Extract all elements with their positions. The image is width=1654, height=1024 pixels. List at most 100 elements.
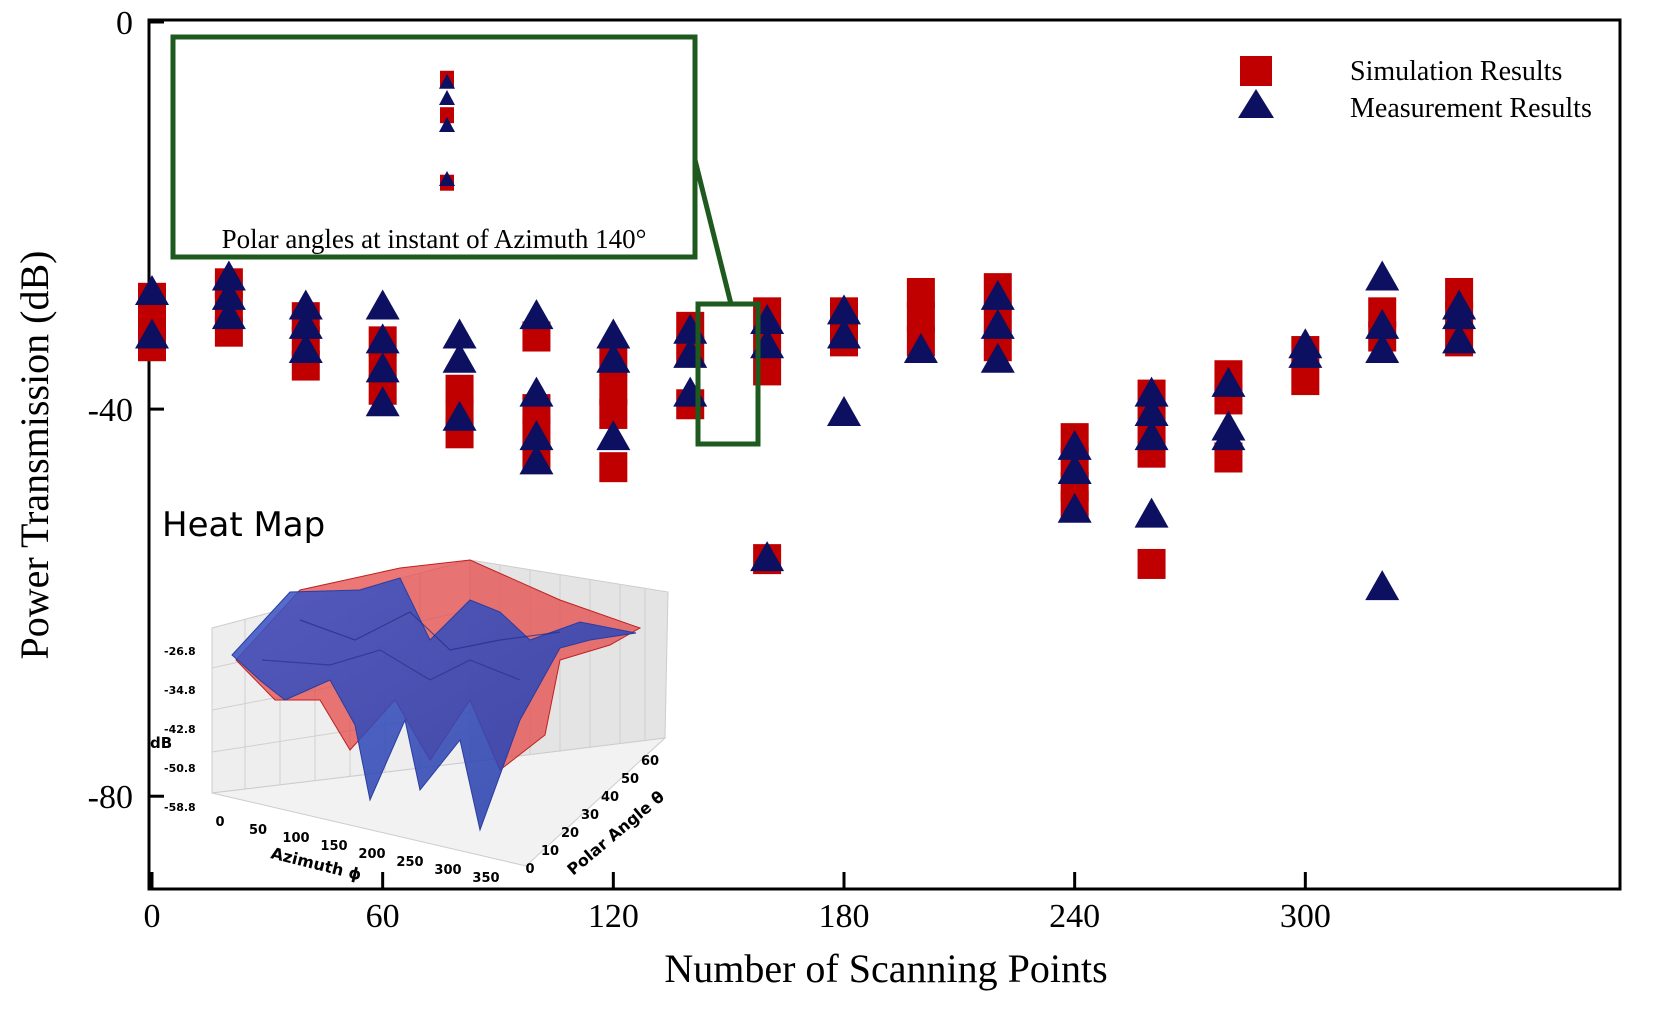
measurement-point [1134,395,1169,426]
simulation-markers [138,268,1474,579]
zoom-inset-frame [170,34,698,260]
measurement-point [596,342,631,373]
legend-simulation-label: Simulation Results [1350,56,1562,87]
legend: Simulation Results Measurement Results [1238,56,1592,124]
heat-map-x-ticks: 0 50 100 150 200 250 300 350 [215,815,499,886]
measurement-point [1134,420,1169,451]
x-tick-label: 240 [1049,898,1100,935]
zoom-measurement-point [439,73,455,89]
x-tick-label: 120 [588,898,639,935]
measurement-point [1365,260,1400,291]
measurement-point [211,279,246,310]
heat-map-surface-ridges [299,611,561,651]
zoom-measurement-point [439,117,455,132]
measurement-point [519,420,554,451]
measurement-point [1057,492,1092,523]
measurement-point [903,333,938,364]
heat-map-floor [211,737,667,867]
heat-map-x-tick: 150 [320,839,347,854]
heat-map-title: Heat Map [162,505,325,545]
zoom-highlight-box [695,301,761,447]
measurement-point [1365,308,1400,339]
heat-map-x-tick: 250 [396,855,423,870]
heat-map-y-tick: 10 [541,844,559,859]
measurement-point [827,294,861,325]
x-tick-label: 300 [1280,898,1331,935]
measurement-point [750,541,785,572]
measurement-point [596,318,631,349]
measurement-point [288,308,323,339]
plot-frame [147,18,1622,891]
heat-map-x-tick: 300 [434,863,461,878]
heat-map-z-label: dB [150,734,172,752]
heat-map-z-tick: -50.8 [164,762,196,775]
legend-measurement-swatch [1238,89,1274,118]
measurement-point [1365,570,1400,601]
simulation-point [1291,365,1320,396]
y-tick-label: 0 [116,5,133,42]
heat-map-y-tick: 40 [601,790,619,805]
zoom-connector-line [692,159,734,305]
measurement-point [442,342,477,373]
heat-map-z-tick: -26.8 [164,645,196,658]
heat-map-z-tick: -58.8 [164,801,196,814]
y-axis-ticks: 0 -40 -80 [88,5,164,816]
measurement-point [1057,429,1092,460]
measurement-point [827,318,861,349]
legend-simulation-swatch [1240,56,1272,86]
heat-map-y-tick: 60 [641,754,659,769]
measurement-point [980,342,1015,373]
measurement-point [827,395,861,426]
measurement-point [1442,323,1477,354]
measurement-point [980,308,1015,339]
measurement-point [135,274,169,305]
zoom-simulation-point [440,107,454,124]
measurement-point [211,260,246,291]
measurement-point [365,289,400,320]
measurement-point [442,400,477,431]
measurement-point [365,352,400,383]
zoom-measurement-point [439,171,455,186]
measurement-point [519,444,554,475]
measurement-point [135,318,169,349]
heat-map-z-ticks: -26.8 -34.8 -42.8 -50.8 -58.8 [164,645,196,814]
heat-map-measurement-surface [231,577,637,832]
x-axis-label: Number of Scanning Points [664,946,1107,991]
heat-map-y-tick: 50 [621,772,639,787]
zoom-inset-markers [439,70,455,191]
heat-map-z-tick: -42.8 [164,723,196,736]
y-tick-label: -80 [88,779,133,816]
heat-map-surface-ridges-2 [261,649,521,681]
measurement-point [1211,366,1246,397]
measurement-point [211,299,246,330]
legend-measurement-label: Measurement Results [1350,93,1592,124]
simulation-point [1137,548,1166,579]
heat-map-z-tick: -34.8 [164,684,196,697]
x-tick-label: 0 [144,898,161,935]
heat-map-x-tick: 100 [282,831,309,846]
x-tick-label: 60 [366,898,400,935]
heat-map-x-label: Azimuth ϕ [269,843,363,884]
heat-map-y-tick: 20 [561,826,579,841]
measurement-point [1134,376,1169,407]
measurement-markers [135,260,1477,601]
heat-map-x-tick: 200 [358,847,385,862]
heat-map-inset: Heat Map dB Azimuth ϕ Polar Angle θ -26.… [150,505,669,886]
zoom-measurement-point [439,90,455,105]
x-axis-ticks: 0 60 120 180 240 300 [144,872,1331,935]
measurement-point [1211,420,1246,451]
measurement-point [365,323,400,354]
measurement-point [442,318,477,349]
measurement-point [596,420,631,451]
measurement-point [1442,299,1477,330]
measurement-point [519,376,554,407]
simulation-point [599,452,628,483]
measurement-point [1288,337,1323,368]
heat-map-x-tick: 50 [249,823,267,838]
heat-map-x-tick: 350 [472,871,499,886]
measurement-point [365,386,400,417]
y-tick-label: -40 [88,392,133,429]
measurement-point [1365,333,1400,364]
